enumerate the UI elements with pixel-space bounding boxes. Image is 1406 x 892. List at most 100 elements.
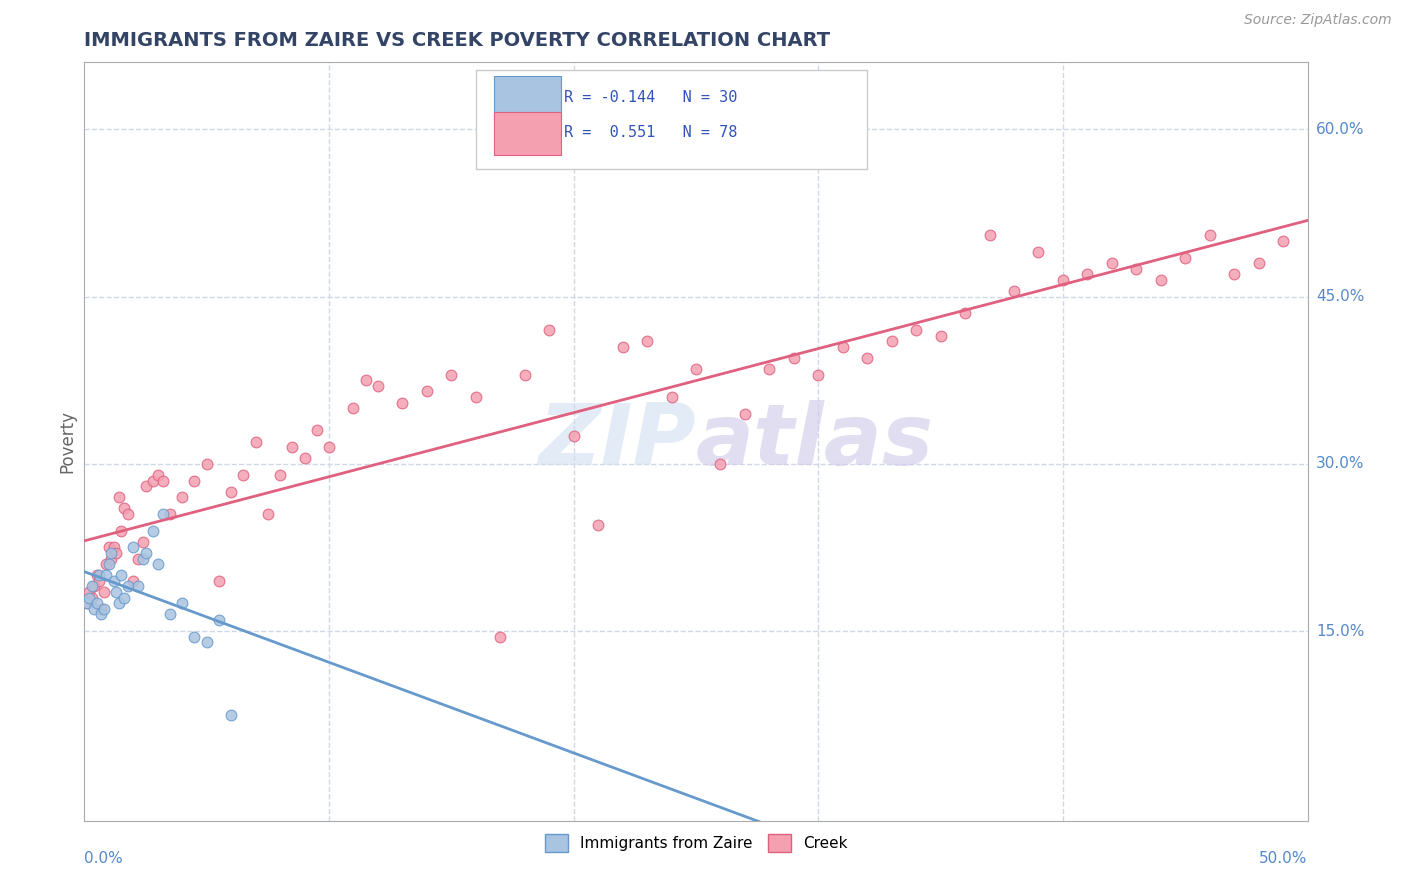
Point [103, 541, 125, 555]
Point [122, 574, 145, 588]
Point [391, 395, 413, 409]
Point [219, 484, 242, 499]
Point [195, 635, 218, 649]
Point [1174, 251, 1197, 265]
Text: 60.0%: 60.0% [1316, 122, 1364, 136]
Point [110, 524, 132, 538]
Point [195, 457, 218, 471]
Point [96, 568, 118, 582]
Point [586, 518, 609, 533]
Text: ZIP: ZIP [538, 400, 696, 483]
Point [93, 602, 115, 616]
Point [294, 451, 316, 466]
Point [172, 596, 194, 610]
Point [127, 580, 149, 594]
Point [83, 602, 105, 616]
Point [93, 585, 115, 599]
Point [245, 434, 267, 449]
Point [132, 535, 155, 549]
Point [979, 228, 1001, 243]
Point [76, 596, 98, 610]
Text: 45.0%: 45.0% [1316, 289, 1364, 304]
Point [1198, 228, 1220, 243]
Point [464, 390, 486, 404]
Point [159, 507, 181, 521]
Point [1002, 284, 1025, 298]
Point [142, 474, 165, 488]
Text: Source: ZipAtlas.com: Source: ZipAtlas.com [1244, 13, 1392, 28]
Text: 0.0%: 0.0% [84, 851, 124, 866]
Point [1125, 261, 1147, 276]
Point [152, 507, 174, 521]
Text: 50.0%: 50.0% [1260, 851, 1308, 866]
Point [90, 607, 112, 622]
Text: IMMIGRANTS FROM ZAIRE VS CREEK POVERTY CORRELATION CHART: IMMIGRANTS FROM ZAIRE VS CREEK POVERTY C… [84, 30, 831, 50]
Point [208, 574, 231, 588]
Text: atlas: atlas [696, 400, 934, 483]
Point [612, 340, 634, 354]
Point [685, 362, 707, 376]
Point [905, 323, 928, 337]
Point [856, 351, 879, 365]
Point [146, 557, 169, 572]
Point [1150, 273, 1173, 287]
Point [661, 390, 683, 404]
Point [97, 557, 120, 572]
Point [77, 591, 100, 605]
Point [112, 591, 135, 605]
Point [103, 574, 125, 588]
Text: 15.0%: 15.0% [1316, 624, 1364, 639]
Point [281, 440, 304, 454]
Point [1028, 244, 1050, 259]
Point [77, 585, 100, 599]
Point [416, 384, 439, 399]
Point [1223, 268, 1246, 282]
Point [513, 368, 536, 382]
Point [1272, 234, 1295, 248]
Point [105, 546, 128, 560]
Text: 30.0%: 30.0% [1316, 457, 1364, 471]
Point [232, 468, 254, 483]
Point [318, 440, 340, 454]
Point [219, 707, 242, 722]
Point [122, 541, 145, 555]
Point [880, 334, 903, 349]
Point [538, 323, 561, 337]
Point [132, 551, 155, 566]
Point [562, 429, 585, 443]
Point [1052, 273, 1074, 287]
Point [117, 507, 139, 521]
Point [127, 551, 149, 566]
Point [183, 474, 205, 488]
Point [83, 580, 105, 594]
Point [100, 551, 122, 566]
Point [80, 591, 103, 605]
FancyBboxPatch shape [494, 76, 561, 120]
FancyBboxPatch shape [494, 112, 561, 155]
Point [76, 596, 98, 610]
FancyBboxPatch shape [475, 70, 868, 169]
Point [110, 568, 132, 582]
Point [1076, 268, 1098, 282]
Point [80, 580, 103, 594]
Point [208, 613, 231, 627]
Point [734, 407, 756, 421]
Point [152, 474, 174, 488]
Point [135, 546, 157, 560]
Point [87, 574, 110, 588]
Point [1247, 256, 1270, 270]
Point [709, 457, 731, 471]
Point [87, 568, 110, 582]
Point [183, 630, 205, 644]
Point [135, 479, 157, 493]
Text: R =  0.551   N = 78: R = 0.551 N = 78 [564, 126, 737, 140]
Point [90, 602, 112, 616]
Point [831, 340, 853, 354]
Point [807, 368, 830, 382]
Point [112, 501, 135, 516]
Point [953, 306, 976, 320]
Point [117, 580, 139, 594]
Point [97, 541, 120, 555]
Point [929, 328, 952, 343]
Point [96, 557, 118, 572]
